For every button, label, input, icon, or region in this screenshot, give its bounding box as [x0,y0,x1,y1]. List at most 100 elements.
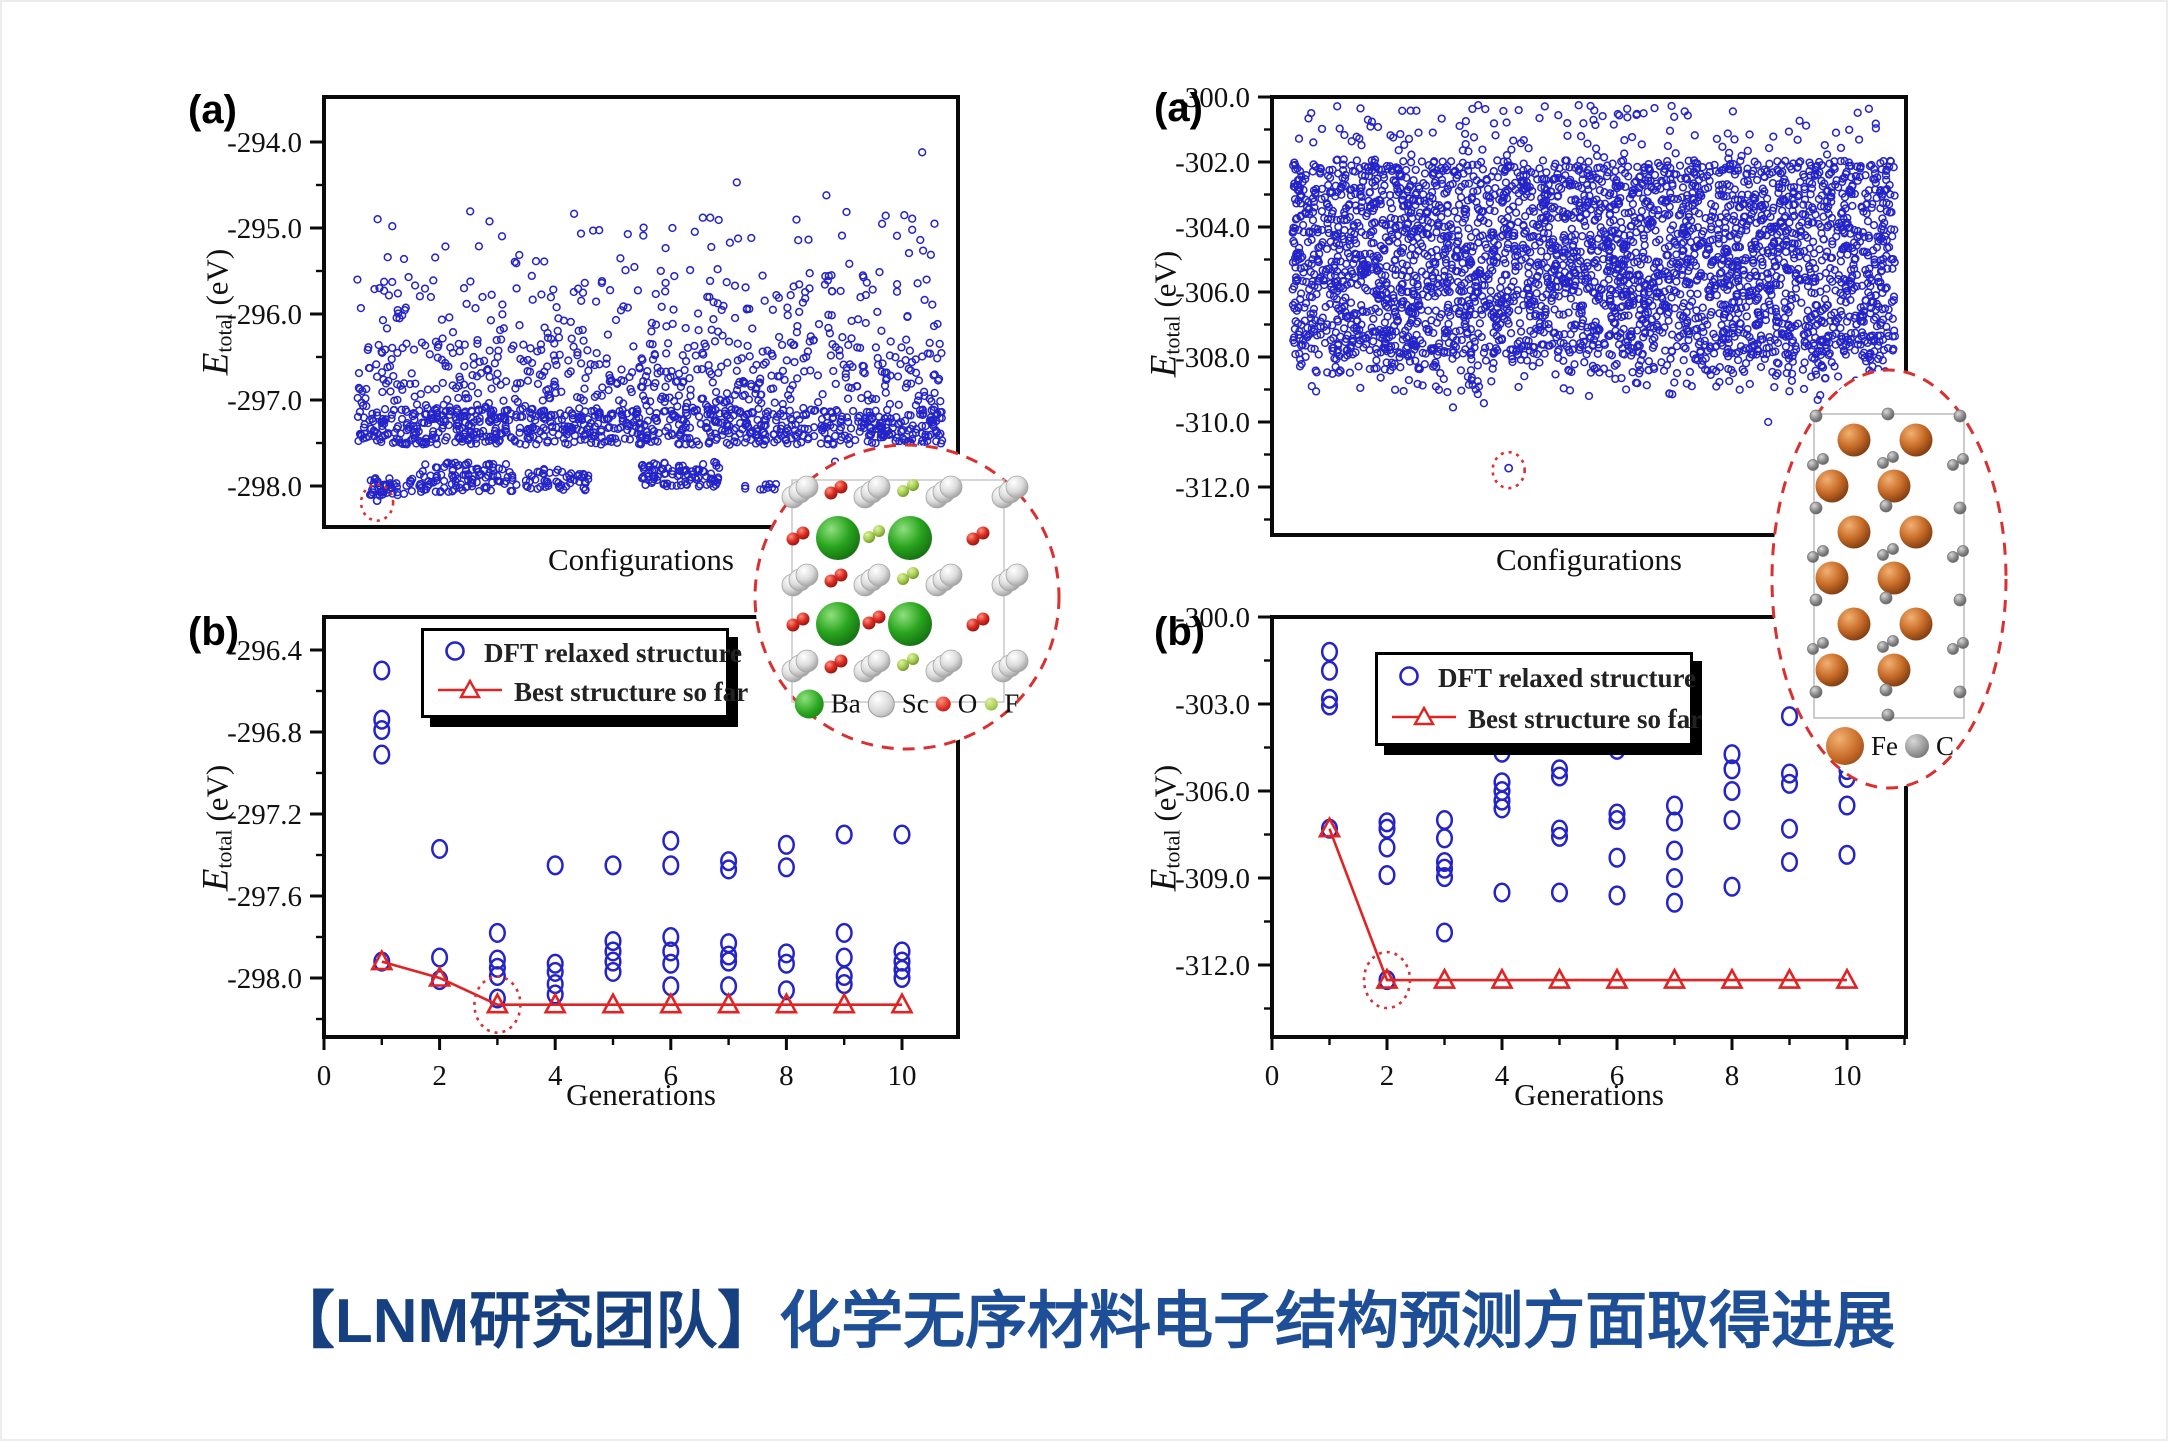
legend-label: DFT relaxed structure [1438,663,1696,694]
y-axis-subscript: total [211,829,237,869]
circled-best-annotation [359,483,395,522]
y-tick-label: -303.0 [1175,689,1250,721]
x-tick-label: 10 [1833,1060,1862,1092]
panel-tag-top-right: (a) [1154,86,1203,130]
y-tick-label: -300.0 [1175,602,1250,634]
x-axis-title-bottom-left: Generations [566,1077,716,1112]
panel-bl: 0 2 4 6 8 10 -296.4 -296.8 -297.2 -297.6 -298.0 [227,615,960,1092]
inset-legend-bascof: Ba Sc O F [794,688,1020,720]
x-axis-title-bottom-right: Generations [1514,1077,1664,1112]
y-axis-unit: (eV) [199,248,235,306]
x-tick-label: 10 [888,1060,917,1092]
atom-label-fe: Fe [1870,730,1898,761]
atom-label-ba: Ba [830,688,861,719]
y-axis-symbol: E [1143,354,1185,378]
y-tick-label: -297.2 [227,799,302,831]
legend-row-best: Best structure so far [424,676,748,709]
y-tick-label: -297.6 [227,881,302,913]
y-tick-label: -298.0 [227,963,302,995]
y-tick-label: -297.0 [227,385,302,417]
y-tick-label: -296.4 [227,635,302,667]
y-tick-label: -302.0 [1175,147,1250,179]
atom-label-c: C [1935,730,1955,761]
best-structure-line [1328,828,1847,982]
x-tick-label: 2 [432,1060,447,1092]
legend-label: Best structure so far [514,677,749,707]
y-tick-label: -300.0 [1175,82,1250,114]
y-axis-title-bottom-right: Etotal (eV) [1142,765,1185,892]
y-tick-label: -294.0 [227,127,302,159]
x-axis-title-top-left: Configurations [548,542,734,577]
circled-best-annotation [1491,450,1526,490]
x-tick-label: 8 [779,1060,794,1092]
ba-atom-icon [794,689,824,719]
panel-br: 0 2 4 6 8 10 -300.0 -303.0 -306.0 -309.0 -312.0 [1175,602,1908,1092]
inset-legend-fec: Fe C [1825,727,1955,765]
y-axis-symbol: E [1143,868,1185,892]
y-tick-label: -306.0 [1175,277,1250,309]
y-axis-unit: (eV) [1147,250,1183,308]
y-axis-unit: (eV) [199,764,235,822]
y-axis-title-top-right: Etotal (eV) [1142,251,1185,378]
y-axis-subscript: total [1159,829,1185,869]
caption: 【LNM研究团队】化学无序材料电子结构预测方面取得进展 [273,1270,1895,1360]
y-tick-label: -309.0 [1175,863,1250,895]
x-tick-label: 2 [1380,1060,1395,1092]
y-tick-label: -295.0 [227,213,302,245]
f-atom-icon [984,697,998,711]
panel-tag-bottom-left: (b) [188,610,240,654]
legend-label: DFT relaxed structure [484,638,742,668]
panel-tag-bottom-right: (b) [1154,610,1206,654]
y-axis-title-top-left: Etotal (eV) [194,249,237,376]
y-axis-unit: (eV) [1147,764,1183,822]
c-atom-icon [1904,734,1929,758]
y-axis-symbol: E [195,352,237,376]
y-tick-label: -312.0 [1175,472,1250,504]
x-tick-label: 6 [1610,1060,1625,1092]
caption-team-tag: 【LNM研究团队】 [272,1287,780,1356]
y-axis-title-bottom-left: Etotal (eV) [194,765,237,892]
atom-label-sc: Sc [901,688,929,719]
atom-label-o: O [957,688,978,719]
panel-tl: -294.0 -295.0 -296.0 -297.0 -298.0 [227,95,960,529]
y-tick-label: -298.0 [227,471,302,503]
x-tick-label: 0 [317,1060,332,1092]
inset-crystal-bascof [753,443,1061,751]
legend-box-left: DFT relaxed structure Best structure so … [421,628,748,718]
best-structure-line [381,960,902,1007]
inset-crystal-fec [1770,368,2008,790]
legend-box-right: DFT relaxed structure Best structure so … [1375,652,1702,746]
legend-row-dft: DFT relaxed structure [1378,662,1696,695]
x-axis-title-top-right: Configurations [1496,542,1682,577]
x-tick-label: 8 [1725,1060,1740,1092]
sc-atom-icon [867,690,895,718]
circle-marker-icon [438,637,472,670]
y-tick-label: -304.0 [1175,212,1250,244]
panel-tag-top-left: (a) [188,88,237,132]
legend-row-dft: DFT relaxed structure [424,637,742,670]
atom-label-f: F [1004,688,1020,719]
y-tick-label: -296.0 [227,299,302,331]
y-axis-subscript: total [1159,315,1185,355]
circle-marker-icon [1392,662,1426,695]
panel-tr: -300.0 -302.0 -304.0 -306.0 -308.0 -310.0 -312… [1175,82,1908,537]
x-tick-label: 4 [1495,1060,1510,1092]
legend-label: Best structure so far [1468,703,1703,734]
y-tick-label: -310.0 [1175,407,1250,439]
y-tick-label: -312.0 [1175,950,1250,982]
fe-atom-icon [1825,727,1864,765]
triangle-line-marker-icon [438,676,502,709]
circled-best-annotation [1362,950,1412,1010]
y-axis-subscript: total [211,313,237,353]
x-tick-label: 6 [664,1060,679,1092]
x-tick-label: 0 [1265,1060,1280,1092]
o-atom-icon [935,696,951,712]
y-axis-symbol: E [195,868,237,892]
y-tick-label: -296.8 [227,717,302,749]
legend-row-best: Best structure so far [1378,703,1702,736]
caption-title-text: 化学无序材料电子结构预测方面取得进展 [779,1287,1896,1356]
y-tick-label: -308.0 [1175,342,1250,374]
triangle-line-marker-icon [1392,703,1456,736]
